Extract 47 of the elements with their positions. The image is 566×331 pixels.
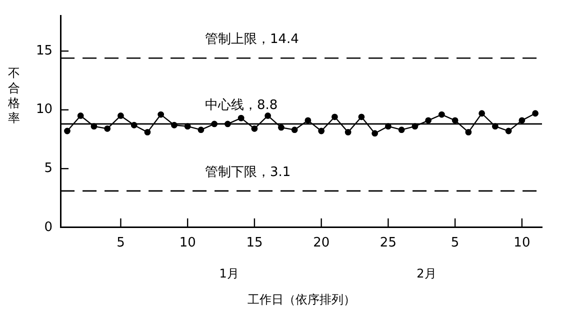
point [344,128,352,136]
point [452,117,458,124]
point [398,126,405,134]
point [158,111,164,118]
point [425,117,432,124]
point [492,123,498,130]
point [332,114,338,120]
point [372,130,378,137]
x-axis-title: 工作日（依序排列） [247,292,356,307]
x-tick-label: 5 [116,236,125,251]
point [478,110,486,117]
point [385,123,392,130]
x-tick-label: 25 [380,236,396,251]
x-tick-label: 10 [514,236,530,251]
point [304,117,312,124]
point [118,112,124,119]
point [144,128,151,136]
y-axis-title: 不合格率 [7,66,20,126]
ref-line-label: 管制上限，14.4 [204,32,299,47]
text: 1月 [219,266,239,281]
x-tick-label: 5 [450,236,460,251]
point [291,126,298,134]
y-tick-label: 0 [44,220,53,235]
y-tick-label: 10 [36,102,53,118]
point [532,110,539,117]
x-tick-label: 15 [246,236,263,251]
point [518,117,526,124]
point [64,128,70,134]
x-tick-label: 20 [313,236,330,251]
point [238,114,244,122]
point [198,126,204,134]
point [318,128,325,134]
point [505,128,512,134]
point [264,112,272,119]
x-tick-label: 10 [179,236,196,251]
point [358,114,365,120]
point [77,112,84,119]
y-tick-label: 15 [36,43,53,58]
ref-line-label: 管制下限，3.1 [204,164,291,180]
point [465,128,472,136]
point [251,125,258,132]
ref-line-label: 中心线，8.8 [204,96,278,113]
text: 2月 [416,266,436,281]
point [278,124,284,131]
point [104,125,111,132]
y-tick-label: 5 [44,160,53,176]
point [438,111,445,118]
